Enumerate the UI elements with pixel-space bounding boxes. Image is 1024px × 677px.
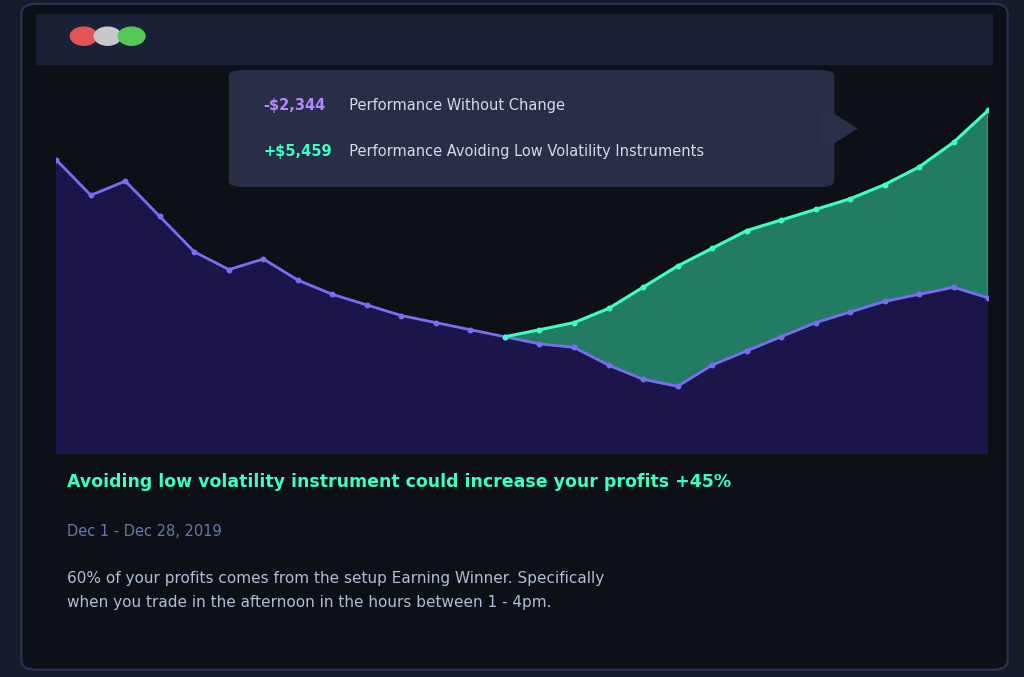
- Point: [738, 225, 755, 236]
- Circle shape: [71, 27, 97, 45]
- Circle shape: [94, 27, 121, 45]
- Point: [531, 338, 548, 349]
- Text: Dec 1 - Dec 28, 2019: Dec 1 - Dec 28, 2019: [67, 524, 221, 539]
- Point: [186, 246, 203, 257]
- Point: [325, 289, 341, 300]
- Point: [255, 253, 271, 264]
- Point: [393, 310, 410, 321]
- Point: [773, 331, 790, 342]
- FancyBboxPatch shape: [228, 70, 835, 187]
- Point: [117, 175, 133, 186]
- Point: [703, 359, 720, 370]
- Point: [83, 190, 99, 200]
- Point: [635, 282, 651, 292]
- Text: Avoiding low volatility instrument could increase your profits +45%: Avoiding low volatility instrument could…: [67, 473, 731, 491]
- Point: [773, 215, 790, 225]
- Point: [566, 318, 583, 328]
- Point: [221, 264, 238, 275]
- Point: [462, 324, 478, 335]
- Polygon shape: [820, 105, 858, 152]
- Point: [290, 275, 306, 286]
- Polygon shape: [505, 110, 988, 387]
- Point: [600, 359, 616, 370]
- Circle shape: [118, 27, 145, 45]
- Text: -$2,344: -$2,344: [263, 98, 326, 113]
- Point: [670, 381, 686, 392]
- Point: [877, 179, 893, 190]
- Text: +$5,459: +$5,459: [263, 144, 332, 159]
- Point: [911, 289, 928, 300]
- Point: [428, 318, 444, 328]
- Point: [152, 211, 168, 222]
- Point: [738, 345, 755, 356]
- Point: [877, 296, 893, 307]
- Point: [497, 331, 513, 342]
- Point: [807, 318, 823, 328]
- Point: [600, 303, 616, 314]
- Text: Performance Avoiding Low Volatility Instruments: Performance Avoiding Low Volatility Inst…: [340, 144, 703, 159]
- Point: [635, 374, 651, 385]
- Point: [911, 162, 928, 173]
- Point: [566, 342, 583, 353]
- Polygon shape: [56, 160, 988, 454]
- Point: [531, 324, 548, 335]
- Point: [497, 331, 513, 342]
- Point: [980, 292, 996, 303]
- Point: [945, 137, 962, 148]
- Text: 60% of your profits comes from the setup Earning Winner. Specifically
when you t: 60% of your profits comes from the setup…: [67, 571, 604, 610]
- Point: [980, 105, 996, 116]
- Point: [842, 194, 858, 204]
- Point: [807, 204, 823, 215]
- Point: [842, 307, 858, 318]
- Point: [670, 261, 686, 271]
- FancyBboxPatch shape: [22, 4, 1008, 670]
- FancyBboxPatch shape: [27, 7, 1002, 65]
- Point: [703, 243, 720, 254]
- Point: [48, 154, 65, 165]
- Point: [945, 282, 962, 292]
- Text: Performance Without Change: Performance Without Change: [340, 98, 564, 113]
- Point: [358, 299, 375, 310]
